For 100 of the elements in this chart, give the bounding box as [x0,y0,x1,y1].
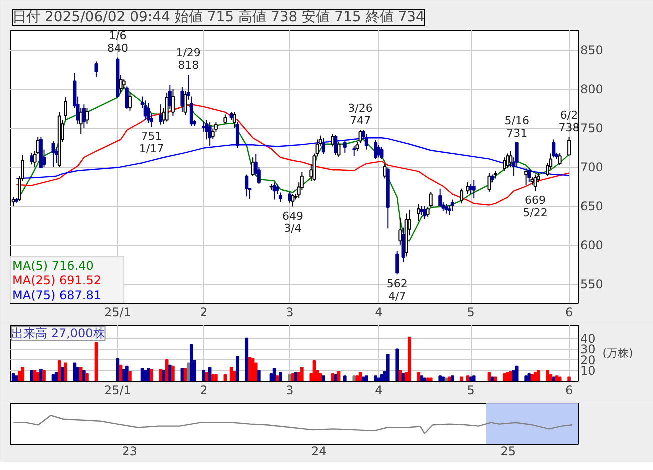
bar [472,376,476,382]
candlestick [472,180,476,199]
annotation: 1/29 818 [176,46,201,72]
bar [82,370,86,382]
candlestick [86,108,89,125]
x-tick-label: 5 [467,306,475,320]
candlestick [343,140,347,154]
candlestick [52,140,56,168]
candlestick [159,104,163,126]
x-tick-label: 5 [467,384,475,398]
bar [64,362,68,382]
candlestick [334,134,338,156]
candlestick [278,192,282,203]
candlestick [224,114,228,125]
bar [58,360,62,382]
bar [254,362,258,382]
y-tick-label: 750 [580,122,604,136]
bar [33,370,37,382]
candlestick [168,84,172,110]
text: MA(75) 687.81 [12,288,102,302]
annotation: 3/26 747 [348,102,373,128]
candlestick [374,140,378,160]
y-tick-label: 550 [580,278,604,292]
candlestick [288,191,292,204]
bar [126,366,129,382]
text: MA(5) 716.40 [12,258,94,273]
y-tick-label: 700 [580,160,604,174]
bar [150,369,154,382]
candlestick [364,134,368,150]
bar [172,366,175,382]
x-tick-label: 25/1 [104,384,132,398]
bar [365,376,368,382]
candlestick [186,74,190,100]
candlestick [202,121,206,132]
bar [202,370,206,382]
bar [165,359,169,382]
bar [162,370,166,382]
annotation: 1/6 840 [107,29,128,55]
annotation: 669 5/22 [523,194,548,220]
candlestick [524,168,528,186]
candlestick [272,182,276,200]
bar [94,342,98,382]
bar [186,362,190,382]
bar [147,368,150,382]
bar [429,378,433,382]
x-tick-label: 6 [565,384,574,398]
bar [122,369,126,382]
bar [42,370,46,382]
y-tick-label: 650 [580,200,604,214]
candlestick [352,145,356,157]
bar [21,367,24,382]
candlestick [128,92,132,112]
bar [322,376,326,382]
bar [180,368,184,382]
bar [438,376,442,382]
candlestick [426,207,430,218]
candlestick [171,88,175,117]
x-tick-label: 4 [375,306,383,320]
candlestick [356,142,360,152]
bar [344,376,347,382]
y-tick-label: 600 [580,238,604,252]
candlestick [552,139,556,158]
x-tick-label: 23 [122,444,138,458]
candlestick [276,184,280,195]
x-tick-label: 3 [286,384,294,398]
bar [272,368,276,382]
candlestick [460,188,464,204]
bar [86,373,89,382]
bar [128,371,132,382]
y-tick-label: 850 [580,44,604,58]
bar [184,368,188,382]
bar [140,368,144,382]
bar [116,358,120,382]
candlestick [146,102,150,124]
candlestick [383,163,387,180]
candlestick [420,206,424,216]
annotation: 751 1/17 [139,130,164,156]
candlestick [503,157,507,172]
candlestick [528,168,532,184]
candlestick [291,194,295,208]
candlestick [180,86,184,113]
bar [396,348,400,382]
candlestick [469,184,473,195]
bar [528,373,532,382]
candlestick [506,153,510,170]
bar [190,344,194,382]
candlestick [245,174,249,198]
bar [40,369,43,382]
bar [236,356,240,382]
candlestick [466,182,470,195]
x-tick-label: 25/1 [104,306,132,320]
bar [460,376,464,382]
candlestick [568,136,572,156]
x-tick-label: 6 [565,306,574,320]
candlestick [444,204,448,214]
y-tick-label: 800 [580,82,604,96]
candlestick [396,250,400,276]
candlestick [208,122,212,146]
bar [79,367,83,382]
bar [536,370,540,382]
